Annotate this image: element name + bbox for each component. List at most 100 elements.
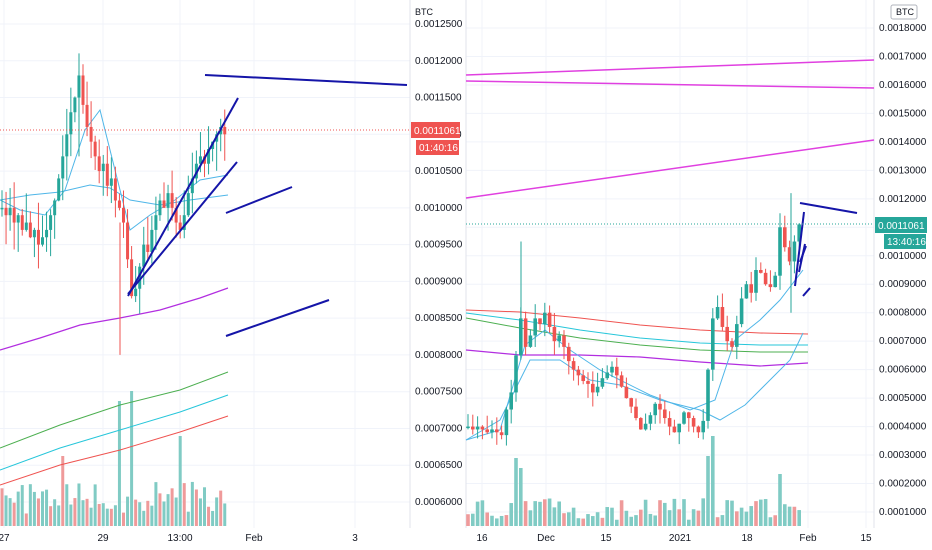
candle-body xyxy=(182,215,186,230)
candle-body xyxy=(514,355,518,393)
volume-bar xyxy=(730,500,734,526)
volume-bar xyxy=(109,508,113,526)
candle-body xyxy=(715,307,720,319)
trend-line xyxy=(799,245,807,263)
volume-bar xyxy=(567,512,571,526)
volume-bar xyxy=(778,474,782,526)
time-tick: Dec xyxy=(537,533,555,544)
candle-body xyxy=(706,369,710,421)
volume-bars xyxy=(0,391,227,526)
candle-body xyxy=(735,324,739,347)
time-tick: 15 xyxy=(860,533,872,544)
volume-bar xyxy=(619,500,624,526)
volume-bar xyxy=(4,495,8,526)
time-axis: 27 29 13:00 Feb 3 xyxy=(0,533,358,544)
candle-body xyxy=(677,423,681,433)
volume-bar xyxy=(687,519,691,526)
candle-body xyxy=(16,215,20,223)
countdown-badge: 13:40:16 xyxy=(884,234,926,249)
candle-body xyxy=(134,288,138,297)
candle-body xyxy=(591,383,595,393)
candle-body xyxy=(61,156,65,179)
volume-ma xyxy=(0,371,229,449)
candle-body xyxy=(207,149,211,164)
price-axis: 0.0018000 0.0017000 0.0016000 0.0015000 0.00… xyxy=(879,23,927,518)
volume-bar xyxy=(682,499,686,526)
price-tick: 0.0012500 xyxy=(415,19,463,30)
price-tick: 0.0002000 xyxy=(879,479,927,490)
volume-bar xyxy=(174,497,178,526)
candle-body xyxy=(711,318,715,370)
candle-body xyxy=(57,178,61,201)
trend-lines[interactable] xyxy=(127,74,408,337)
candle-body xyxy=(696,426,701,433)
candle-body xyxy=(101,163,105,172)
volume-bar xyxy=(725,500,729,526)
volume-bar xyxy=(768,517,773,526)
candle-body xyxy=(4,207,8,216)
candle-body xyxy=(466,426,470,429)
volume-bar xyxy=(629,516,633,526)
trend-line xyxy=(127,97,239,297)
candle-body xyxy=(643,423,648,430)
time-tick: 29 xyxy=(97,533,109,544)
candle-body xyxy=(720,307,725,327)
candle-body xyxy=(24,222,28,230)
candle-body xyxy=(117,200,121,208)
price-tick: 0.0011500 xyxy=(415,93,462,104)
volume-bar xyxy=(605,507,609,526)
candle-body xyxy=(495,429,499,433)
volume-bar xyxy=(763,499,768,526)
price-tick: 0.0010000 xyxy=(415,203,463,214)
price-tick: 0.0013000 xyxy=(879,165,927,176)
candle-body xyxy=(533,318,537,336)
candle-body xyxy=(158,200,162,216)
candle-body xyxy=(36,229,40,245)
chart-panel-right: 0.0018000 0.0017000 0.0016000 0.0015000 0.00… xyxy=(465,0,927,544)
volume-bar xyxy=(509,503,513,526)
volume-bar xyxy=(61,456,65,526)
candle-body xyxy=(53,200,57,216)
candle-body xyxy=(97,156,101,172)
volume-bar xyxy=(166,494,170,526)
last-price-badge: 0.0011061 xyxy=(875,217,927,233)
candle-body xyxy=(471,426,475,430)
volume-bar xyxy=(792,506,797,526)
volume-bar xyxy=(170,488,174,526)
price-tick: 0.0015000 xyxy=(879,108,927,119)
price-tick: 0.0014000 xyxy=(879,137,927,148)
price-tick: 0.0008000 xyxy=(879,308,927,319)
volume-bar xyxy=(89,507,93,526)
volume-bar xyxy=(223,503,227,526)
candle-body xyxy=(768,284,773,288)
candle-body xyxy=(576,369,581,376)
volume-bar xyxy=(182,483,186,526)
countdown-badge: 01:40:16 xyxy=(416,140,459,155)
candle-body xyxy=(547,312,552,327)
candle-body xyxy=(138,266,142,289)
volume-bar xyxy=(0,488,4,526)
candle-body xyxy=(105,163,109,186)
trend-lines[interactable] xyxy=(465,59,875,297)
volume-bar xyxy=(624,510,629,526)
volume-bar xyxy=(543,499,547,526)
candle-body xyxy=(109,178,113,186)
volume-bar xyxy=(73,498,77,526)
volume-bar xyxy=(20,485,24,526)
candle-body xyxy=(485,429,489,433)
ma-line xyxy=(465,269,804,441)
candle-body xyxy=(89,126,93,142)
ma-line xyxy=(465,312,808,346)
candle-body xyxy=(754,270,758,293)
volume-bar xyxy=(466,514,470,526)
candle-body xyxy=(691,418,696,427)
volume-bar xyxy=(24,513,28,526)
candle-body xyxy=(73,97,77,113)
volume-bar xyxy=(499,515,504,526)
time-tick: 27 xyxy=(0,533,10,544)
price-axis: 0.00125000.00120000.00115000.00110000.00… xyxy=(415,19,463,508)
price-tick: 0.0007000 xyxy=(415,423,463,434)
price-tick: 0.0009000 xyxy=(879,279,927,290)
candle-body xyxy=(749,284,753,293)
